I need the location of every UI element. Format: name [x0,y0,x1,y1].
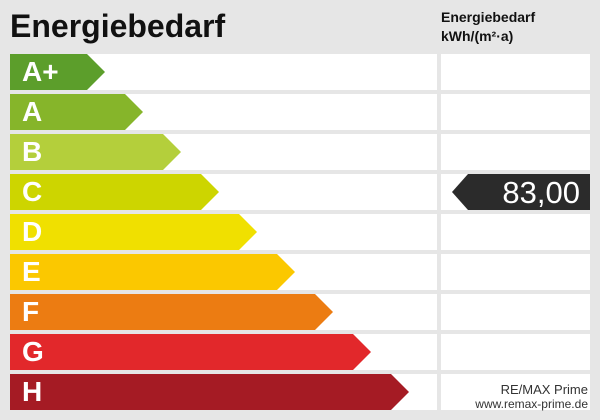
value-cell [441,54,590,90]
class-bar: D [10,214,257,250]
branding: RE/MAX Prime www.remax-prime.de [475,382,588,412]
class-label: A [22,96,43,127]
class-label: F [22,296,40,327]
class-label: C [22,176,43,207]
value-cell [441,374,590,410]
value-text: 83,00 [502,175,580,210]
class-bar: G [10,334,371,370]
class-label: G [22,336,44,367]
class-label: E [22,256,41,287]
class-label: B [22,136,43,167]
class-bar: F [10,294,333,330]
value-marker: 83,00 [452,174,590,210]
value-cell [441,94,590,130]
value-cell [441,134,590,170]
class-label: H [22,376,43,407]
class-bar: A+ [10,54,105,90]
column-header-title: Energiebedarf [441,9,536,25]
class-bar: E [10,254,295,290]
value-cell [441,334,590,370]
class-label: A+ [22,56,59,87]
value-cell [441,294,590,330]
brand-name: RE/MAX Prime [500,382,588,397]
class-bar: H [10,374,409,410]
class-label: D [22,216,43,247]
column-header-unit: kWh/(m²·a) [441,28,514,44]
value-cell [441,214,590,250]
class-bar: A [10,94,143,130]
page-title: Energiebedarf [10,8,226,44]
column-header: Energiebedarf kWh/(m²·a) [441,8,535,46]
value-cell [441,254,590,290]
class-bar: C [10,174,219,210]
class-bar: B [10,134,181,170]
brand-url: www.remax-prime.de [475,397,588,411]
